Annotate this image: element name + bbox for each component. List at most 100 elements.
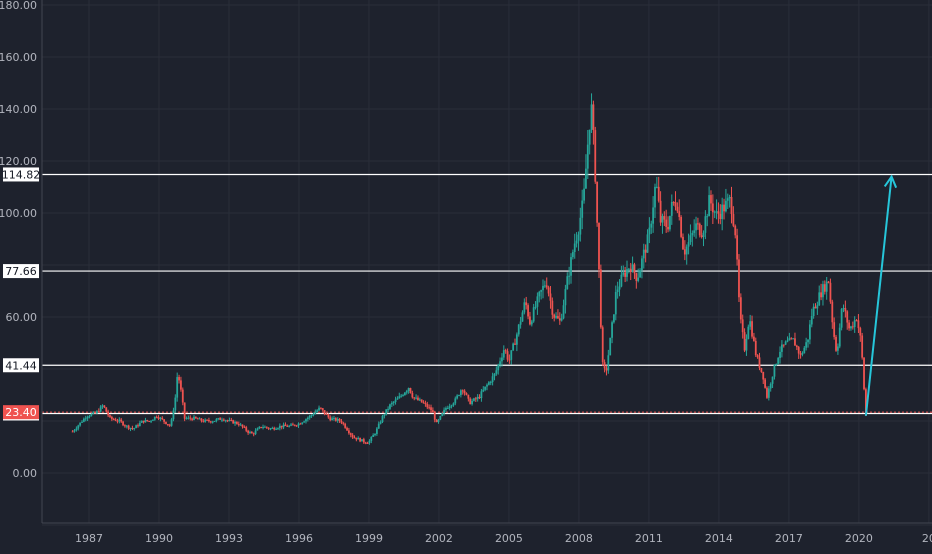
candle-body — [501, 357, 503, 362]
candle-body — [230, 419, 233, 421]
candle-body — [835, 336, 837, 351]
candle-body — [129, 427, 132, 429]
candle-body — [333, 417, 335, 419]
candle-body — [741, 319, 744, 333]
candle-body — [208, 419, 210, 422]
candle-body — [491, 376, 494, 383]
candle-body — [403, 392, 406, 396]
candle-body — [605, 368, 608, 371]
candle-body — [159, 417, 162, 419]
candle-body — [306, 417, 309, 420]
candle-body — [389, 404, 391, 409]
candle-body — [738, 259, 740, 298]
candle-body — [864, 389, 867, 416]
candle-body — [635, 273, 638, 281]
candle-body — [814, 306, 817, 309]
candle-body — [258, 426, 261, 429]
candle-body — [185, 418, 188, 420]
candle-body — [594, 130, 597, 182]
x-tick-label: 1987 — [75, 532, 103, 545]
candle-body — [109, 415, 111, 417]
candle-body — [760, 367, 763, 372]
candle-body — [405, 390, 408, 393]
candle-body — [581, 200, 584, 218]
candle-body — [103, 405, 106, 408]
candle-body — [417, 397, 419, 401]
candle-body — [221, 419, 223, 421]
candle-body — [473, 398, 475, 401]
candle-body — [125, 425, 128, 427]
x-tick-label: 2011 — [635, 532, 663, 545]
candle-body — [515, 334, 518, 345]
candle-body — [633, 264, 636, 274]
candle-body — [551, 300, 554, 315]
candle-body — [530, 321, 533, 325]
candle-body — [105, 407, 108, 412]
candle-body — [400, 395, 403, 397]
candle-body — [336, 418, 339, 421]
candle-body — [411, 392, 414, 398]
trend-arrow-shaft[interactable] — [864, 176, 893, 416]
candle-body — [424, 403, 427, 405]
candle-body — [372, 435, 375, 437]
level-label: 114.82 — [2, 168, 41, 181]
candle-body — [445, 408, 447, 410]
candle-body — [566, 276, 569, 290]
candle-body — [213, 421, 216, 423]
candle-body — [596, 181, 599, 223]
candle-body — [618, 286, 621, 290]
candle-body — [308, 415, 311, 418]
candle-body — [613, 314, 615, 323]
x-tick-label: 2008 — [565, 532, 593, 545]
candle-body — [265, 426, 268, 428]
candle-body — [137, 425, 139, 427]
candle-body — [553, 314, 556, 318]
candle-body — [437, 419, 440, 423]
candle-body — [695, 223, 697, 231]
candle-body — [150, 420, 152, 422]
candle-body — [639, 270, 641, 278]
candle-body — [407, 388, 410, 391]
candle-body — [269, 428, 272, 430]
candle-body — [187, 417, 190, 419]
candle-body — [81, 421, 83, 423]
candle-body — [648, 227, 651, 235]
candle-body — [422, 402, 425, 404]
candle-body — [644, 249, 647, 253]
candle-body — [443, 409, 445, 414]
candle-body — [433, 412, 436, 420]
candle-body — [120, 419, 123, 422]
candle-body — [697, 223, 699, 225]
candle-body — [198, 418, 201, 420]
candle-body — [97, 411, 100, 413]
candle-body — [850, 326, 852, 329]
candle-body — [122, 421, 124, 426]
candle-body — [758, 357, 761, 368]
candle-body — [277, 428, 279, 430]
candle-body — [820, 292, 822, 298]
candle-body — [463, 390, 466, 394]
candle-body — [346, 427, 348, 431]
candle-body — [172, 410, 175, 420]
candle-body — [450, 405, 453, 407]
candle-body — [669, 215, 671, 230]
candle-body — [331, 418, 333, 421]
candle-body — [851, 326, 854, 328]
candle-body — [543, 285, 546, 287]
candle-body — [316, 410, 319, 413]
candle-body — [245, 427, 248, 431]
candle-body — [79, 422, 82, 426]
candle-body — [689, 235, 692, 243]
candle-body — [476, 396, 479, 400]
candle-body — [588, 129, 591, 145]
candle-body — [435, 419, 438, 423]
candle-body — [562, 305, 565, 319]
candle-body — [155, 416, 158, 418]
candle-body — [299, 423, 302, 425]
candle-body — [557, 316, 559, 319]
candle-body — [282, 424, 285, 428]
x-tick-label: 20 — [922, 532, 932, 545]
candle-body — [844, 308, 847, 312]
